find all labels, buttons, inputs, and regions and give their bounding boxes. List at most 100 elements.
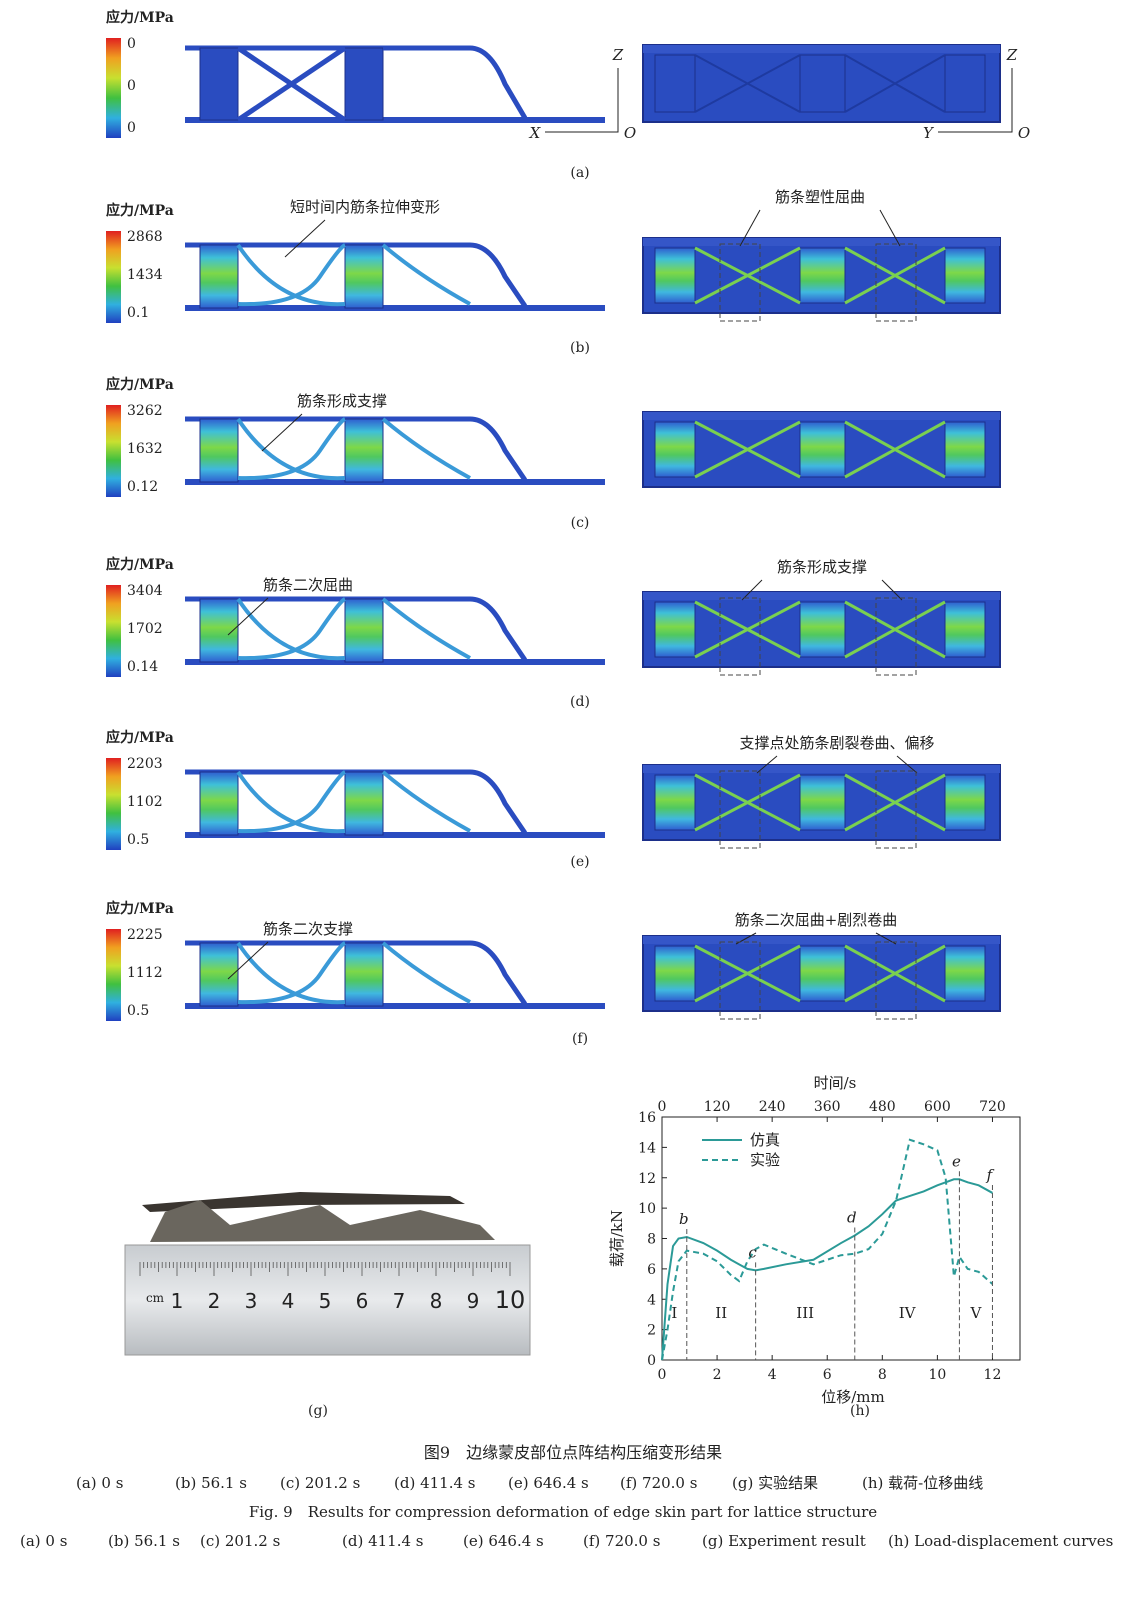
axis-label: O (1018, 124, 1030, 142)
colorbar (106, 758, 121, 850)
data-line (661, 1138, 994, 1361)
leader (739, 209, 761, 247)
x2-tick-label: 360 (814, 1099, 841, 1115)
skin (643, 45, 1000, 53)
core (344, 418, 384, 483)
highlight-box (875, 243, 917, 322)
ruler-number: 7 (393, 1289, 406, 1313)
x2-tick-label: 720 (979, 1099, 1006, 1115)
core (199, 418, 239, 483)
top-skin (185, 769, 528, 835)
front-view (642, 764, 1001, 841)
core (199, 598, 239, 663)
ruler-number: 1 (171, 1289, 184, 1313)
y-tick-label: 12 (638, 1171, 656, 1187)
caption-item: (b) 56.1 s (175, 1474, 247, 1492)
region-label: V (970, 1304, 983, 1322)
core (654, 601, 696, 658)
caption-item: (e) 646.4 s (463, 1532, 544, 1550)
marker-label: b (679, 1210, 689, 1228)
colorbar-tick-label: 0 (127, 120, 136, 136)
core (944, 945, 986, 1002)
x2-tick-label: 120 (704, 1099, 731, 1115)
highlight-box (875, 941, 917, 1020)
colorbar-tick-label: 0 (127, 78, 136, 94)
y-tick-label: 16 (638, 1110, 656, 1126)
caption-item: (f) 720.0 s (583, 1532, 660, 1550)
leader (227, 597, 269, 636)
core (799, 247, 846, 304)
legend-title: 应力/MPa (106, 900, 174, 917)
axis-label: X (529, 124, 542, 142)
x-tick-label: 6 (823, 1367, 832, 1383)
x2-axis-label: 时间/s (814, 1074, 857, 1092)
strut (236, 770, 471, 834)
ruler-number: 2 (208, 1289, 221, 1313)
skin (643, 412, 1000, 420)
highlight-box (875, 597, 917, 676)
core (799, 945, 846, 1002)
ruler-number: 8 (430, 1289, 443, 1313)
ruler-number: 3 (245, 1289, 258, 1313)
highlight-box (875, 770, 917, 849)
data-line (661, 1178, 993, 1361)
core (199, 244, 239, 309)
strut (844, 600, 946, 659)
caption-item: (a) 0 s (76, 1474, 123, 1492)
leader (896, 755, 918, 774)
y-tick-label: 10 (638, 1201, 656, 1217)
top-skin (185, 45, 528, 120)
colorbar-tick-label: 0.5 (127, 1003, 149, 1019)
skin (643, 238, 1000, 246)
legend-label: 实验 (750, 1151, 780, 1169)
caption-item: (d) 411.4 s (394, 1474, 475, 1492)
caption-item: (e) 646.4 s (508, 1474, 589, 1492)
colorbar-tick-label: 1112 (127, 965, 163, 981)
strut (236, 597, 471, 661)
strut (844, 246, 946, 305)
caption-title: 图9 边缘蒙皮部位点阵结构压缩变形结果 (424, 1443, 722, 1462)
x-tick-label: 8 (878, 1367, 887, 1383)
strut (844, 54, 946, 113)
core (799, 601, 846, 658)
bottom-skin (185, 1003, 605, 1009)
colorbar (106, 405, 121, 497)
marker-label: d (847, 1208, 857, 1226)
leader (227, 941, 269, 980)
region-label: IV (899, 1304, 917, 1322)
axis-label: Y (923, 124, 935, 142)
skin (643, 765, 1000, 773)
front-view (642, 591, 1001, 668)
colorbar-tick-label: 1632 (127, 441, 163, 457)
strut (694, 944, 801, 1003)
strut (236, 45, 470, 123)
core (799, 774, 846, 831)
specimen-core (150, 1200, 495, 1242)
strut (694, 420, 801, 479)
x2-tick-label: 240 (759, 1099, 786, 1115)
side-view (185, 45, 605, 123)
strut (844, 944, 946, 1003)
ruler-unit: cm (146, 1291, 165, 1305)
panel-label: (d) (570, 694, 590, 710)
caption-item: (d) 411.4 s (342, 1532, 423, 1550)
core (344, 244, 384, 309)
leader (756, 755, 778, 774)
top-skin (185, 940, 528, 1006)
legend-title: 应力/MPa (106, 556, 174, 573)
core (654, 421, 696, 478)
top-skin (185, 242, 528, 308)
annotation: 筋条塑性屈曲 (775, 188, 865, 206)
leader (261, 413, 303, 452)
x-tick-label: 10 (928, 1367, 946, 1383)
core (344, 942, 384, 1007)
caption-item: (b) 56.1 s (108, 1532, 180, 1550)
annotation: 筋条形成支撑 (777, 558, 867, 576)
side-view (185, 416, 605, 485)
marker-label: c (748, 1243, 757, 1261)
caption-item: (c) 201.2 s (280, 1474, 360, 1492)
core (944, 774, 986, 831)
colorbar-tick-label: 2203 (127, 756, 163, 772)
axis-arrow (545, 68, 619, 133)
